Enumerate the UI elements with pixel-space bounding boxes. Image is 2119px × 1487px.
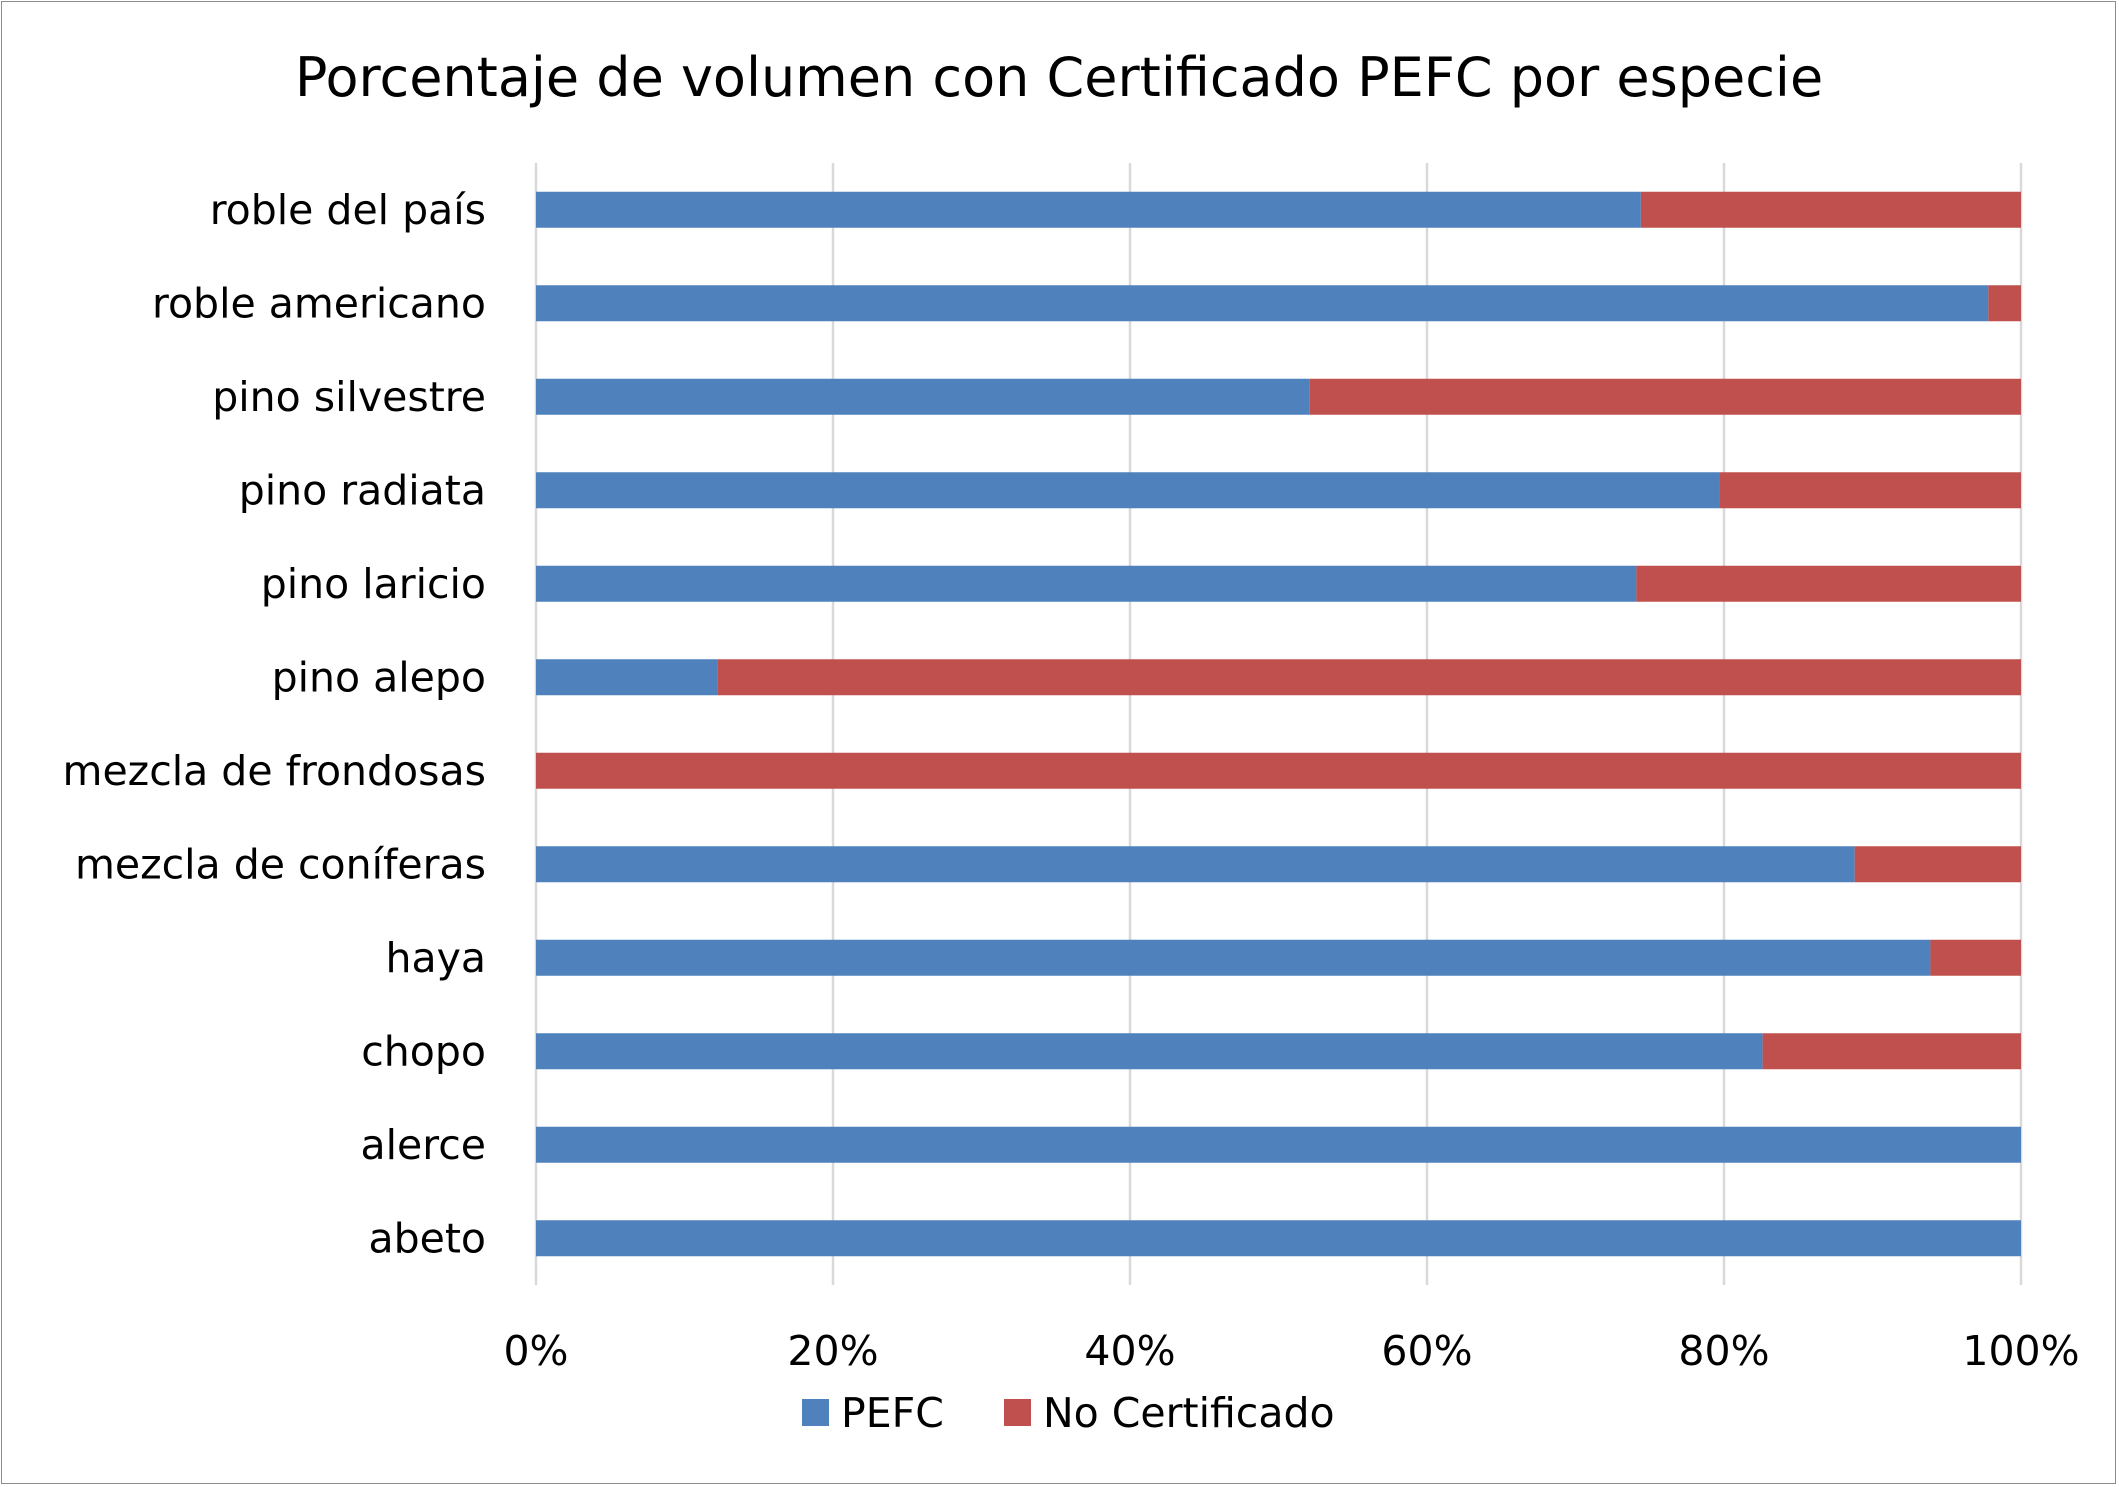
x-tick-label: 40% (1084, 1327, 1175, 1375)
bar-segment (1309, 378, 2021, 415)
legend-label: PEFC (841, 1389, 944, 1437)
bar-segment (536, 659, 718, 696)
bar-segment (536, 565, 1637, 602)
legend-swatch (1004, 1399, 1031, 1426)
category-label: roble del país (210, 186, 486, 234)
bar-segment (536, 378, 1310, 415)
category-label: alerce (361, 1121, 486, 1169)
bar-segment (1988, 285, 2021, 322)
x-tick-label: 0% (503, 1327, 568, 1375)
x-axis-tick-labels: 0% 20% 40% 60% 80% 100% (503, 1327, 2079, 1375)
bar-segment (536, 1126, 2021, 1163)
bar-segment (536, 1220, 2021, 1257)
category-labels: roble del país roble americano pino silves… (63, 186, 486, 1263)
category-label: haya (386, 934, 487, 982)
legend-swatch (802, 1399, 829, 1426)
chart-title: Porcentaje de volumen con Certificado PE… (295, 46, 1823, 109)
legend-label: No Certificado (1043, 1389, 1335, 1437)
bar-segment (536, 285, 1989, 322)
bar-segment (536, 472, 1720, 509)
bar-segment (717, 659, 2022, 696)
category-label: mezcla de coníferas (75, 840, 486, 888)
bar-segment (1930, 939, 2021, 976)
bar-segment (536, 846, 1855, 883)
x-tick-label: 100% (1962, 1327, 2079, 1375)
bars (536, 191, 2022, 1257)
bar-segment (1762, 1033, 2021, 1070)
category-label: chopo (361, 1027, 486, 1075)
x-tick-label: 60% (1381, 1327, 1472, 1375)
category-label: pino silvestre (212, 373, 486, 421)
bar-segment (536, 1033, 1763, 1070)
bar-segment (1719, 472, 2021, 509)
bar-segment (1636, 565, 2021, 602)
x-tick-label: 80% (1678, 1327, 1769, 1375)
bar-segment (1640, 191, 2021, 228)
category-label: pino laricio (261, 560, 486, 608)
bar-segment (536, 752, 2021, 789)
legend: PEFC No Certificado (802, 1389, 1335, 1437)
category-label: pino radiata (239, 466, 486, 514)
bar-segment (536, 939, 1931, 976)
bar-segment (536, 191, 1641, 228)
bar-segment (1854, 846, 2021, 883)
category-label: roble americano (152, 279, 486, 327)
category-label: pino alepo (272, 653, 486, 701)
x-tick-label: 20% (787, 1327, 878, 1375)
category-label: mezcla de frondosas (63, 747, 486, 795)
category-label: abeto (368, 1214, 486, 1262)
gridlines (534, 163, 2023, 1285)
